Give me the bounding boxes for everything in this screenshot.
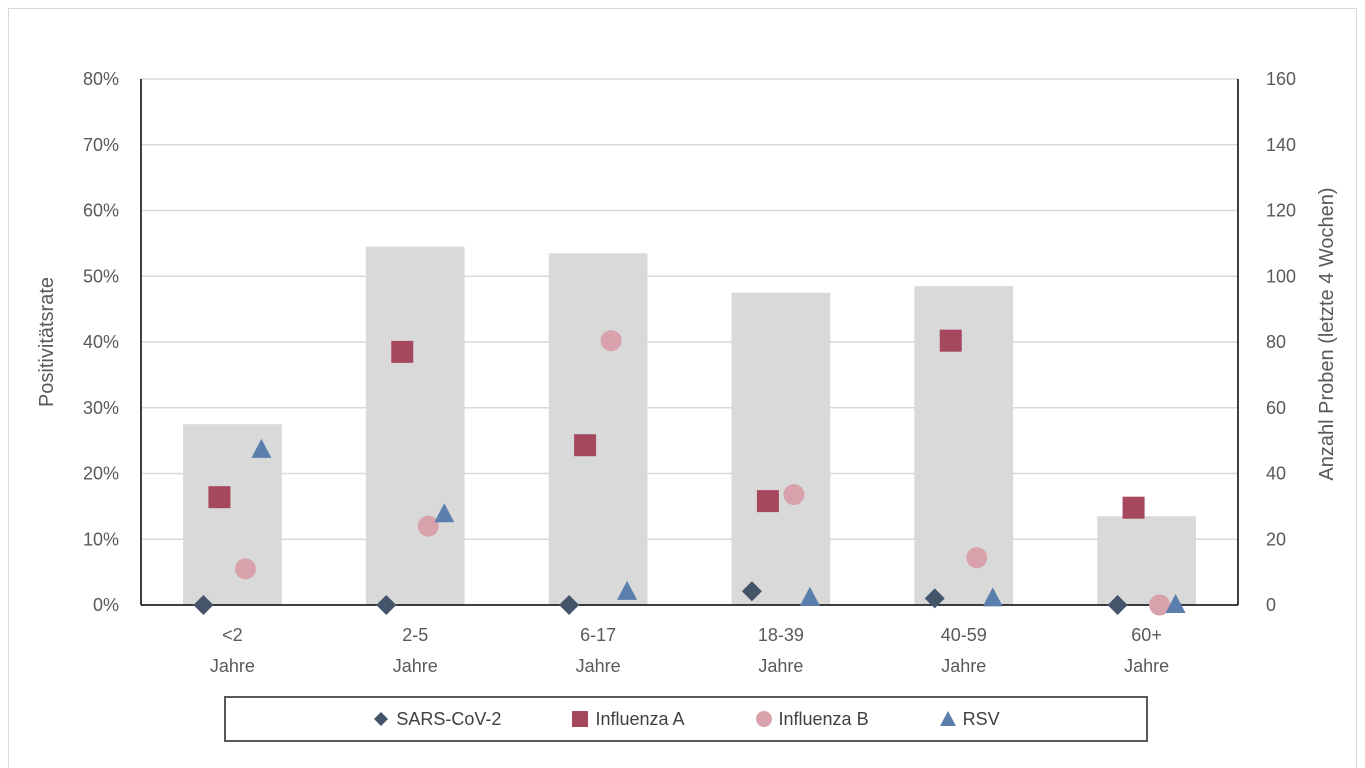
data-point — [1122, 496, 1145, 519]
data-point — [783, 484, 805, 506]
data-point — [600, 330, 622, 352]
legend-label: SARS-CoV-2 — [396, 708, 502, 729]
series-triangle — [251, 438, 1186, 613]
legend: SARS-CoV-2 Influenza A Influenza B RSV — [224, 696, 1148, 742]
category-label: Jahre — [758, 656, 803, 676]
data-point — [617, 580, 638, 600]
left-tick-label: 70% — [83, 135, 119, 155]
category-label: 40-59 — [941, 625, 987, 645]
axes — [140, 79, 1239, 606]
category-label: Jahre — [393, 656, 438, 676]
category-label: Jahre — [210, 656, 255, 676]
bar-series — [183, 246, 1196, 606]
series-diamond — [193, 581, 1128, 615]
category-label: Jahre — [941, 656, 986, 676]
category-label: 18-39 — [758, 625, 804, 645]
right-tick-label: 160 — [1266, 69, 1296, 89]
category-label: 60+ — [1131, 625, 1162, 645]
left-tick-label: 80% — [83, 69, 119, 89]
category-labels: <2 Jahre 2-5 Jahre 6-17 Jahre 18-39 Jahre 40-59 J… — [210, 625, 1169, 676]
legend-item: Influenza A — [571, 708, 685, 730]
category-label: Jahre — [1124, 656, 1169, 676]
left-tick-label: 0% — [93, 595, 119, 615]
right-tick-label: 0 — [1266, 595, 1276, 615]
legend-item: RSV — [939, 709, 1000, 730]
right-tick-label: 80 — [1266, 332, 1286, 352]
right-axis-ticks: 0 20 40 60 80 100 120 140 160 — [1266, 69, 1296, 615]
right-tick-label: 40 — [1266, 464, 1286, 484]
right-tick-label: 100 — [1266, 266, 1296, 286]
legend-item: Influenza B — [755, 709, 869, 730]
data-point — [251, 438, 272, 458]
sample-count-bar — [548, 253, 648, 606]
data-point — [939, 329, 962, 352]
series-square — [208, 329, 1145, 519]
category-label: 6-17 — [580, 625, 616, 645]
diamond-marker-icon — [374, 712, 389, 726]
left-tick-label: 20% — [83, 464, 119, 484]
right-tick-label: 140 — [1266, 135, 1296, 155]
data-point — [417, 515, 439, 537]
category-label: 2-5 — [402, 625, 428, 645]
left-tick-label: 30% — [83, 398, 119, 418]
legend-label: Influenza A — [595, 708, 685, 729]
right-tick-label: 20 — [1266, 529, 1286, 549]
triangle-marker-icon — [939, 711, 956, 726]
legend-label: RSV — [962, 708, 1000, 729]
circle-marker-icon — [755, 711, 772, 727]
left-tick-label: 60% — [83, 201, 119, 221]
data-point — [391, 340, 414, 363]
data-point — [1165, 594, 1186, 613]
point-series — [193, 329, 1186, 616]
legend-label: Influenza B — [778, 708, 869, 729]
right-axis-title: Anzahl Proben (letzte 4 Wochen) — [1316, 187, 1338, 480]
left-axis-title: Positivitätsrate — [36, 277, 58, 407]
gridlines — [141, 78, 1238, 540]
left-tick-label: 10% — [83, 529, 119, 549]
legend-marker-shape — [939, 711, 956, 726]
right-tick-label: 120 — [1266, 201, 1296, 221]
data-point — [1107, 595, 1128, 615]
chart-frame — [8, 8, 1357, 768]
category-label: <2 — [222, 625, 243, 645]
sample-count-bar — [1097, 516, 1196, 605]
data-point — [376, 595, 397, 615]
category-label: Jahre — [576, 656, 621, 676]
data-point — [924, 588, 945, 609]
data-point — [434, 503, 455, 523]
data-point — [208, 486, 231, 509]
data-point — [741, 581, 762, 602]
data-point — [756, 490, 779, 513]
legend-marker-shape — [572, 711, 589, 727]
right-tick-label: 60 — [1266, 398, 1286, 418]
left-tick-label: 50% — [83, 266, 119, 286]
data-point — [1149, 594, 1171, 616]
data-point — [574, 434, 597, 457]
data-point — [193, 595, 214, 615]
data-point — [234, 558, 256, 580]
series-circle — [234, 330, 1171, 616]
legend-marker-shape — [374, 712, 389, 726]
left-axis-ticks: 0% 10% 20% 30% 40% 50% 60% 70% 80% — [83, 69, 119, 615]
legend-item: SARS-CoV-2 — [372, 709, 501, 730]
legend-marker-shape — [755, 711, 772, 727]
data-point — [966, 547, 988, 569]
data-point — [982, 587, 1003, 607]
data-point — [799, 586, 820, 606]
sample-count-bar — [914, 286, 1014, 605]
left-tick-label: 40% — [83, 332, 119, 352]
chart: 0% 10% 20% 30% 40% 50% 60% 70% 80% 0 20 40 60 80 100 1… — [36, 69, 1338, 676]
data-point — [559, 595, 580, 615]
square-marker-icon — [572, 711, 589, 727]
sample-count-bar — [365, 246, 465, 605]
sample-count-bar — [731, 292, 831, 605]
